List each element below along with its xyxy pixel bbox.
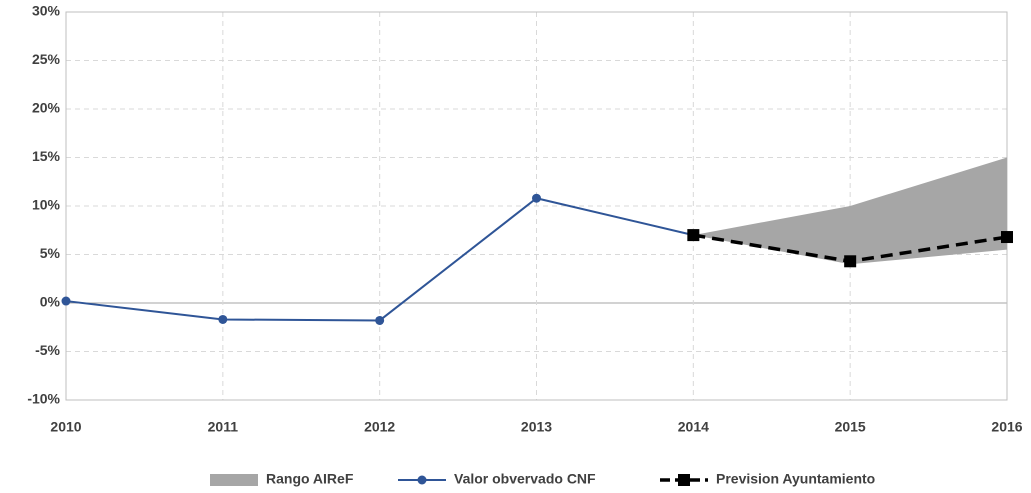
x-tick-label: 2015 [835,419,866,435]
legend-label: Valor obvervado CNF [454,471,596,487]
y-tick-label: 5% [40,245,61,261]
x-tick-label: 2013 [521,419,552,435]
point [687,229,700,242]
legend-swatch [210,474,258,486]
x-tick-label: 2010 [50,419,81,435]
point [61,296,71,306]
point [218,314,228,324]
legend-label: Prevision Ayuntamiento [716,471,875,487]
legend-label: Rango AIReF [266,471,354,487]
legend-marker [678,474,690,486]
y-tick-label: 10% [32,197,61,213]
y-tick-label: 15% [32,148,61,164]
range-area [693,157,1007,265]
point [1001,231,1013,244]
y-tick-label: 20% [32,100,61,116]
y-tick-label: 30% [32,3,61,19]
x-tick-label: 2012 [364,419,395,435]
y-tick-label: 25% [32,51,61,67]
legend-marker [417,475,427,485]
x-tick-label: 2014 [678,419,709,435]
point [375,315,385,325]
point [844,255,857,268]
point [532,193,541,203]
y-tick-label: -10% [27,391,60,407]
y-tick-label: -5% [35,342,60,358]
x-tick-label: 2016 [991,419,1022,435]
y-tick-label: 0% [40,294,61,310]
x-tick-label: 2011 [208,419,239,435]
